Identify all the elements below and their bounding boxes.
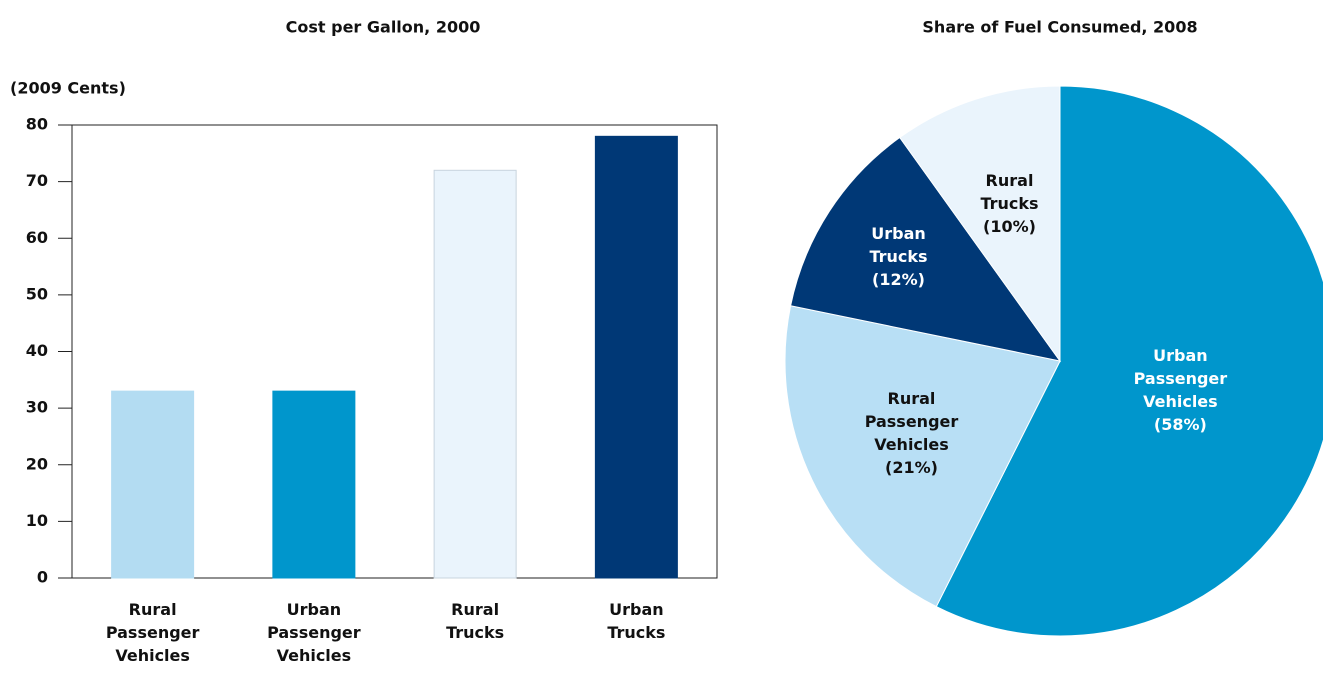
bar	[433, 169, 517, 579]
slice-label: Urban Passenger Vehicles	[1133, 345, 1228, 411]
y-tick-label: 0	[37, 568, 48, 587]
bar	[111, 390, 195, 579]
bar	[594, 135, 678, 579]
slice-value-label: (21%)	[885, 457, 938, 477]
x-tick-label: Urban Trucks	[607, 600, 666, 642]
pie-slice	[899, 85, 1061, 363]
y-tick-label: 80	[26, 115, 48, 134]
x-tick-label: Urban Passenger Vehicles	[267, 600, 361, 665]
y-tick-label: 10	[26, 511, 48, 530]
pie-slice	[784, 305, 1061, 608]
y-tick-label: 20	[26, 454, 48, 473]
slice-value-label: (10%)	[983, 217, 1036, 237]
slice-value-label: (58%)	[1153, 414, 1207, 434]
chart-title: Cost per Gallon, 2000	[286, 18, 481, 37]
chart-title: Share of Fuel Consumed, 2008	[922, 18, 1197, 37]
y-tick-label: 50	[26, 284, 48, 303]
y-axis-label: (2009 Cents)	[10, 79, 126, 98]
pie-slice	[935, 85, 1323, 637]
bar	[272, 390, 356, 579]
x-tick-label: Rural Trucks	[446, 600, 505, 642]
y-tick-label: 40	[26, 341, 48, 360]
y-tick-label: 30	[26, 398, 48, 417]
slice-label: Rural Trucks	[980, 171, 1039, 214]
slice-label: Rural Passenger Vehicles	[864, 388, 959, 454]
pie-slice	[790, 136, 1062, 362]
y-tick-label: 60	[26, 228, 48, 247]
y-tick-label: 70	[26, 171, 48, 190]
x-tick-label: Rural Passenger Vehicles	[105, 600, 200, 665]
slice-value-label: (12%)	[872, 269, 925, 289]
slice-label: Urban Trucks	[869, 223, 928, 266]
